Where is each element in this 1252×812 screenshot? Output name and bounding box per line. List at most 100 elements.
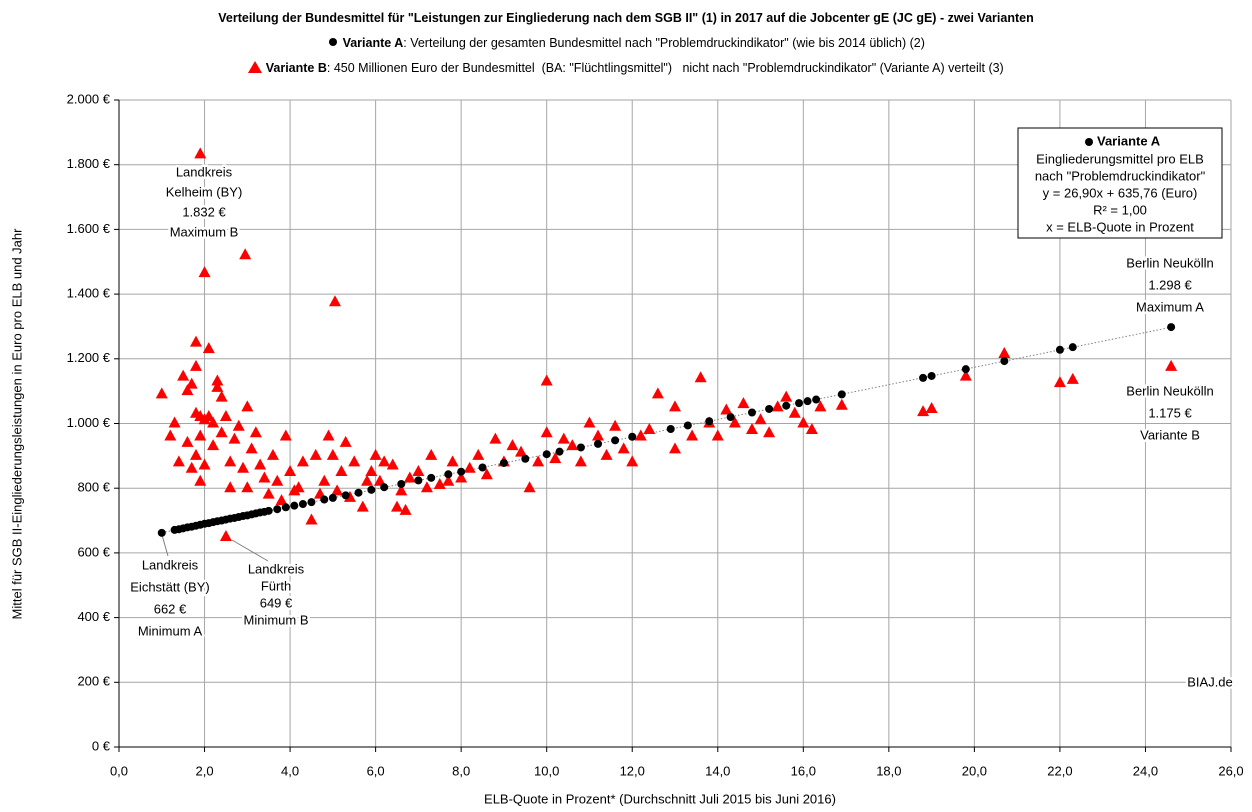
legend-label: Variante A	[342, 36, 404, 50]
y-axis-title: Mittel für SGB II-Eingliederungsleistung…	[9, 228, 24, 620]
point	[651, 387, 664, 399]
point	[331, 484, 344, 496]
box-marker	[1085, 138, 1093, 146]
point	[185, 377, 198, 389]
point	[576, 443, 585, 452]
annotation: Landkreis	[142, 557, 199, 572]
annotation: 649 €	[260, 595, 293, 610]
point	[237, 461, 250, 473]
point	[318, 474, 331, 486]
point	[961, 365, 970, 374]
legend-description: : Verteilung der gesamten Bundesmittel n…	[403, 36, 925, 50]
point	[626, 455, 639, 467]
box-line: Eingliederungsmittel pro ELB	[1036, 151, 1204, 166]
point	[326, 448, 339, 460]
point	[711, 429, 724, 441]
point	[694, 371, 707, 383]
point	[284, 465, 297, 477]
point	[959, 369, 972, 381]
point	[412, 465, 425, 477]
x-tick-label: 0,0	[110, 763, 128, 778]
annotation: Berlin Neukölln	[1126, 255, 1213, 270]
point	[309, 448, 322, 460]
point	[634, 429, 647, 441]
annotation: BIAJ.de	[1187, 674, 1233, 689]
point	[414, 476, 423, 485]
point	[198, 458, 211, 470]
annotation: Variante B	[1140, 427, 1200, 442]
point	[489, 432, 502, 444]
point	[391, 500, 403, 512]
point	[720, 403, 733, 415]
point	[592, 429, 605, 441]
point	[157, 528, 166, 537]
point	[532, 455, 545, 467]
point	[1066, 372, 1079, 384]
point	[403, 471, 416, 483]
annotation: Kelheim (BY)	[166, 184, 243, 199]
point	[241, 400, 254, 412]
point	[194, 147, 207, 159]
point	[463, 461, 476, 473]
y-tick-label: 1.600 €	[67, 221, 111, 236]
point	[397, 479, 406, 488]
point	[207, 416, 220, 428]
point	[254, 458, 267, 470]
y-tick-label: 1.200 €	[67, 350, 111, 365]
point	[373, 474, 386, 486]
point	[292, 481, 305, 493]
point	[177, 369, 190, 381]
legend-marker	[329, 38, 338, 46]
point	[211, 374, 224, 386]
point	[189, 448, 202, 460]
legend-description: : 450 Millionen Euro der Bundesmittel (B…	[326, 61, 1004, 75]
x-tick-label: 8,0	[452, 763, 470, 778]
callout-line	[161, 534, 169, 557]
point	[232, 419, 245, 431]
point	[1000, 357, 1009, 366]
annotation: 1.298 €	[1148, 277, 1192, 292]
annotation: Maximum A	[1136, 299, 1204, 314]
point	[771, 400, 784, 412]
header: Verteilung der Bundesmittel für "Leistun…	[0, 8, 1252, 83]
point	[797, 416, 810, 428]
point	[643, 422, 656, 434]
legend-entry: Variante A: Verteilung der gesamten Bund…	[0, 33, 1252, 58]
point	[380, 483, 389, 492]
point	[566, 439, 579, 451]
point	[780, 390, 793, 402]
y-tick-label: 1.000 €	[67, 415, 111, 430]
x-tick-label: 14,0	[705, 763, 730, 778]
x-axis-title: ELB-Quote in Prozent* (Durchschnitt Juli…	[484, 791, 836, 806]
point	[219, 410, 232, 422]
x-tick-label: 16,0	[791, 763, 816, 778]
annotation: Eichstätt (BY)	[130, 579, 209, 594]
x-tick-label: 18,0	[876, 763, 901, 778]
point	[540, 374, 553, 386]
point	[803, 397, 812, 406]
y-tick-label: 800 €	[77, 480, 110, 495]
point	[279, 429, 292, 441]
point	[669, 442, 681, 454]
point	[611, 436, 620, 445]
legend-label: Variante B	[265, 61, 327, 75]
point	[506, 439, 519, 451]
point	[215, 390, 228, 402]
point	[594, 439, 603, 448]
point	[728, 416, 741, 428]
annotation: Minimum A	[138, 623, 203, 638]
point	[444, 470, 453, 479]
point	[399, 503, 412, 515]
y-tick-label: 0 €	[92, 738, 111, 753]
point	[194, 474, 207, 486]
x-tick-label: 26,0	[1218, 763, 1243, 778]
point	[343, 490, 356, 502]
x-tick-label: 6,0	[367, 763, 385, 778]
x-tick-label: 22,0	[1047, 763, 1072, 778]
point	[181, 384, 194, 396]
point	[202, 410, 215, 422]
point	[172, 455, 185, 467]
point	[290, 501, 299, 510]
